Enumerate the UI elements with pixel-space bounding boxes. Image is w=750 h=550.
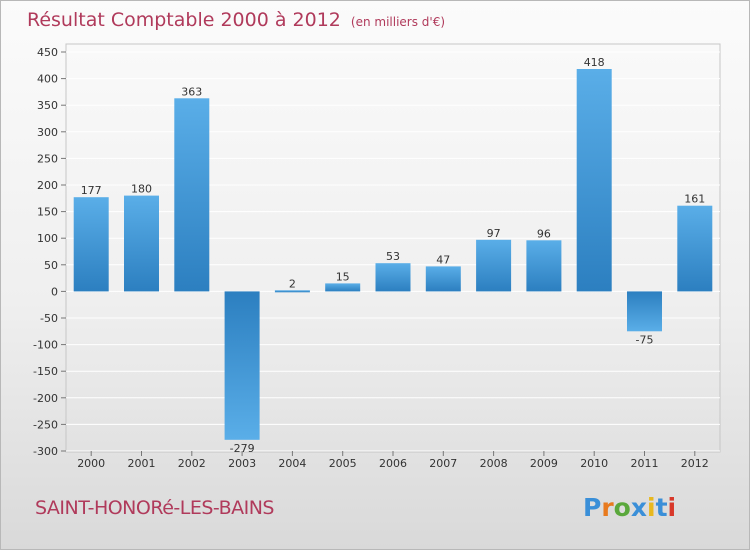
x-tick-label: 2006	[379, 457, 407, 470]
x-tick-label: 2007	[429, 457, 457, 470]
x-tick-label: 2008	[480, 457, 508, 470]
bars: 177 180 363 -279 2 15 53 47 97 96 418 -75 161	[73, 56, 713, 455]
logo-letter: P	[583, 493, 601, 522]
data-label: 97	[487, 227, 501, 240]
x-tick-label: 2004	[278, 457, 306, 470]
bar-2008	[476, 239, 512, 292]
data-label: 161	[684, 193, 705, 206]
data-label: 177	[81, 184, 102, 197]
y-tick-label: -150	[33, 365, 58, 378]
data-label: 180	[131, 183, 152, 196]
logo-letter: i	[668, 493, 677, 522]
x-tick-label: 2001	[128, 457, 156, 470]
bar-2009	[526, 240, 562, 292]
y-tick-label: 150	[37, 206, 58, 219]
bar-2004	[274, 290, 310, 293]
commune-name: SAINT-HONORé-LES-BAINS	[35, 497, 274, 519]
x-tick-label: 2011	[631, 457, 659, 470]
x-tick-label: 2003	[228, 457, 256, 470]
y-tick-label: 450	[37, 46, 58, 59]
x-tick-label: 2009	[530, 457, 558, 470]
bar-2007	[425, 266, 461, 292]
y-tick-label: 250	[37, 152, 58, 165]
bar-2003	[224, 291, 260, 440]
logo-letter: r	[601, 493, 614, 522]
x-tick-label: 2005	[329, 457, 357, 470]
y-tick-label: 300	[37, 126, 58, 139]
y-tick-label: 50	[44, 259, 58, 272]
bar-2010	[576, 69, 612, 292]
data-label: 53	[386, 250, 400, 263]
y-tick-label: -300	[33, 445, 58, 458]
y-tick-label: 100	[37, 232, 58, 245]
logo-letter: x	[631, 493, 647, 522]
y-tick-label: -200	[33, 392, 58, 405]
bar-2005	[325, 283, 361, 292]
chart-title: Résultat Comptable 2000 à 2012 (en millie…	[27, 9, 445, 31]
data-label: 96	[537, 227, 551, 240]
chart-title-main: Résultat Comptable 2000 à 2012	[27, 9, 341, 31]
y-tick-label: -100	[33, 339, 58, 352]
data-label: -279	[230, 442, 255, 455]
proxiti-logo: Proxiti	[583, 493, 676, 522]
y-tick-label: 350	[37, 99, 58, 112]
bar-2002	[174, 98, 210, 292]
bar-2006	[375, 263, 411, 292]
logo-letter: i	[647, 493, 656, 522]
data-label: 2	[289, 277, 296, 290]
chart-title-unit: (en milliers d'€)	[351, 15, 445, 29]
data-label: -75	[636, 333, 654, 346]
data-label: 15	[336, 270, 350, 283]
y-tick-label: 0	[51, 285, 58, 298]
x-tick-label: 2012	[681, 457, 709, 470]
y-tick-label: 200	[37, 179, 58, 192]
data-label: 47	[436, 253, 450, 266]
bar-2011	[627, 291, 662, 332]
y-axis: 450 400 350 300 250 200 150 100 50 0 -50 -100 -150 -2…	[33, 46, 66, 458]
bar-2000	[73, 197, 109, 292]
data-label: 418	[584, 56, 605, 69]
y-tick-label: -50	[40, 312, 58, 325]
logo-letter: o	[614, 493, 631, 522]
y-tick-label: -250	[33, 418, 58, 431]
x-axis: 2000 2001 2002 2003 2004 2005 2006 2007 2008 2009…	[77, 451, 709, 470]
data-label: 363	[181, 85, 202, 98]
x-tick-label: 2010	[580, 457, 608, 470]
logo-letter: t	[656, 493, 668, 522]
bar-2001	[124, 195, 159, 292]
x-tick-label: 2002	[178, 457, 206, 470]
bar-2012	[677, 205, 713, 292]
x-tick-label: 2000	[77, 457, 105, 470]
y-tick-label: 400	[37, 73, 58, 86]
